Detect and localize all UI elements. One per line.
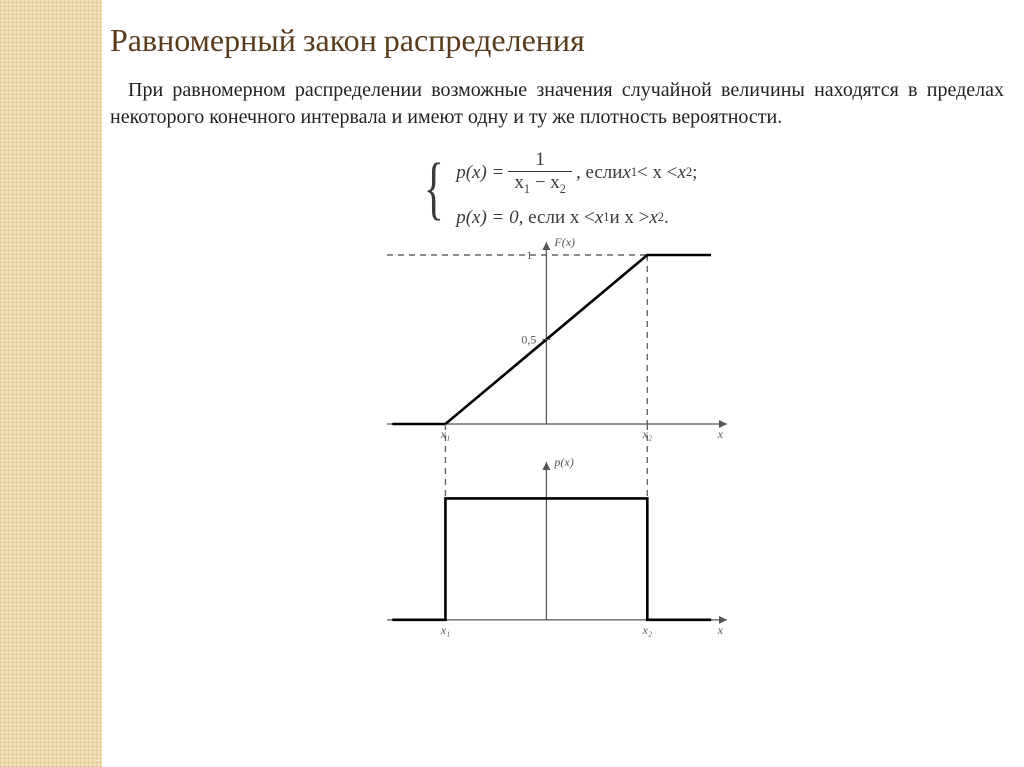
slide-content: Равномерный закон распределения При равн… — [0, 0, 1024, 767]
svg-text:x: x — [717, 623, 724, 637]
uniform-distribution-charts: F(x)10,5x₁x₂xp(x)x₁x₂x — [377, 237, 737, 647]
svg-text:p(x): p(x) — [553, 455, 573, 469]
formula-lhs: p(x) = — [456, 162, 504, 184]
slide-body: При равномерном распределении возможные … — [110, 77, 1004, 131]
svg-text:0,5: 0,5 — [521, 332, 536, 346]
formula-block: { p(x) = 1 x1 − x2 , если x1 < x < x2 — [110, 149, 1004, 229]
charts-container: F(x)10,5x₁x₂xp(x)x₁x₂x — [110, 237, 1004, 647]
formula-line-2: p(x) = 0 , если x < x1 и x > x2 . — [456, 207, 697, 229]
svg-text:x₂: x₂ — [642, 623, 653, 637]
svg-text:1: 1 — [526, 248, 532, 262]
svg-text:x: x — [717, 427, 724, 441]
svg-text:x₁: x₁ — [440, 623, 451, 637]
formula-line-1: p(x) = 1 x1 − x2 , если x1 < x < x2 ; — [456, 149, 697, 197]
slide-title: Равномерный закон распределения — [110, 22, 1004, 59]
brace-icon: { — [423, 154, 443, 224]
fraction: 1 x1 − x2 — [508, 149, 572, 197]
svg-text:F(x): F(x) — [553, 237, 575, 249]
